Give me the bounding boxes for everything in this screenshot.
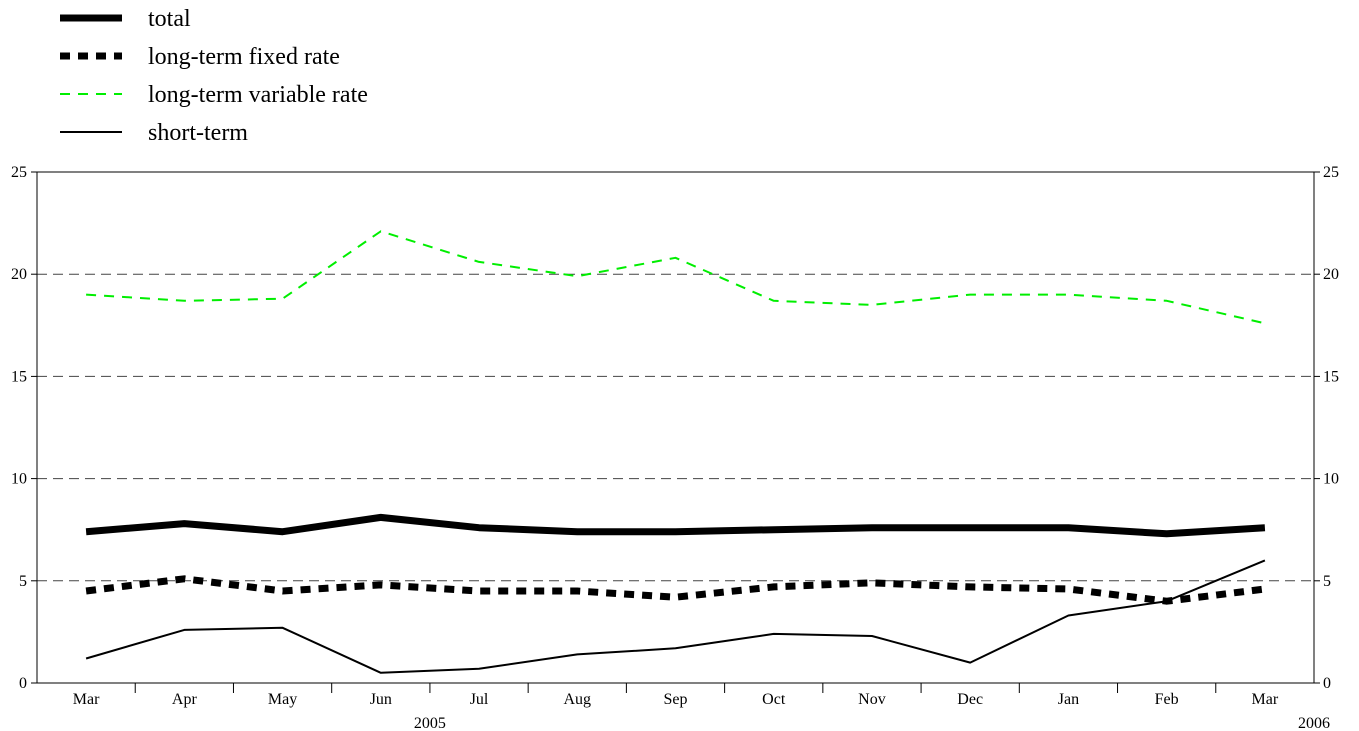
x-year-label: 2005 (414, 715, 446, 731)
x-tick-label: Dec (957, 691, 983, 708)
y-axis-left: 0 5 10 15 20 25 (11, 164, 37, 692)
x-tick-label: Nov (858, 691, 886, 708)
x-year-label: 2006 (1298, 715, 1330, 731)
series-line-long-term-variable-rate (86, 230, 1266, 325)
y-tick-label: 5 (1323, 573, 1331, 590)
legend-label: long-term variable rate (148, 82, 368, 108)
legend-label: long-term fixed rate (148, 44, 340, 70)
y-tick-label: 0 (19, 675, 27, 692)
legend-label: short-term (148, 120, 248, 146)
y-tick-label: 10 (1323, 471, 1339, 488)
y-tick-label: 10 (11, 471, 27, 488)
y-tick-label: 25 (1323, 164, 1339, 181)
y-tick-label: 15 (1323, 368, 1339, 385)
x-tick-label: Jul (470, 691, 489, 708)
x-tick-label: Sep (664, 691, 688, 708)
legend: total long-term fixed rate long-term varia… (60, 6, 368, 146)
x-tick-label: Apr (172, 691, 198, 708)
x-tick-label: Mar (1252, 691, 1279, 708)
y-tick-label: 0 (1323, 675, 1331, 692)
grid-lines (37, 273, 1314, 582)
legend-label: total (148, 6, 191, 32)
x-tick-label: Jun (370, 691, 392, 708)
x-tick-label: May (268, 691, 297, 708)
x-tick-label: Feb (1155, 691, 1179, 708)
series-line-long-term-fixed-rate (85, 575, 1266, 605)
x-tick-label: Aug (563, 691, 591, 708)
x-axis: Mar Apr May Jun Jul Aug Sep Oct Nov Dec Jan Feb Mar 2… (73, 683, 1330, 731)
x-tick-label: Mar (73, 691, 100, 708)
y-tick-label: 20 (11, 266, 27, 283)
plot-frame (36, 171, 1315, 684)
x-tick-label: Oct (762, 691, 786, 708)
series-line-total (85, 513, 1266, 538)
y-tick-label: 20 (1323, 266, 1339, 283)
y-axis-right: 0 5 10 15 20 25 (1314, 164, 1339, 692)
x-tick-label: Jan (1058, 691, 1079, 708)
y-tick-label: 15 (11, 368, 27, 385)
series-line-short-term (85, 559, 1266, 674)
y-tick-label: 5 (19, 573, 27, 590)
series-layer (85, 230, 1266, 674)
y-tick-label: 25 (11, 164, 27, 181)
